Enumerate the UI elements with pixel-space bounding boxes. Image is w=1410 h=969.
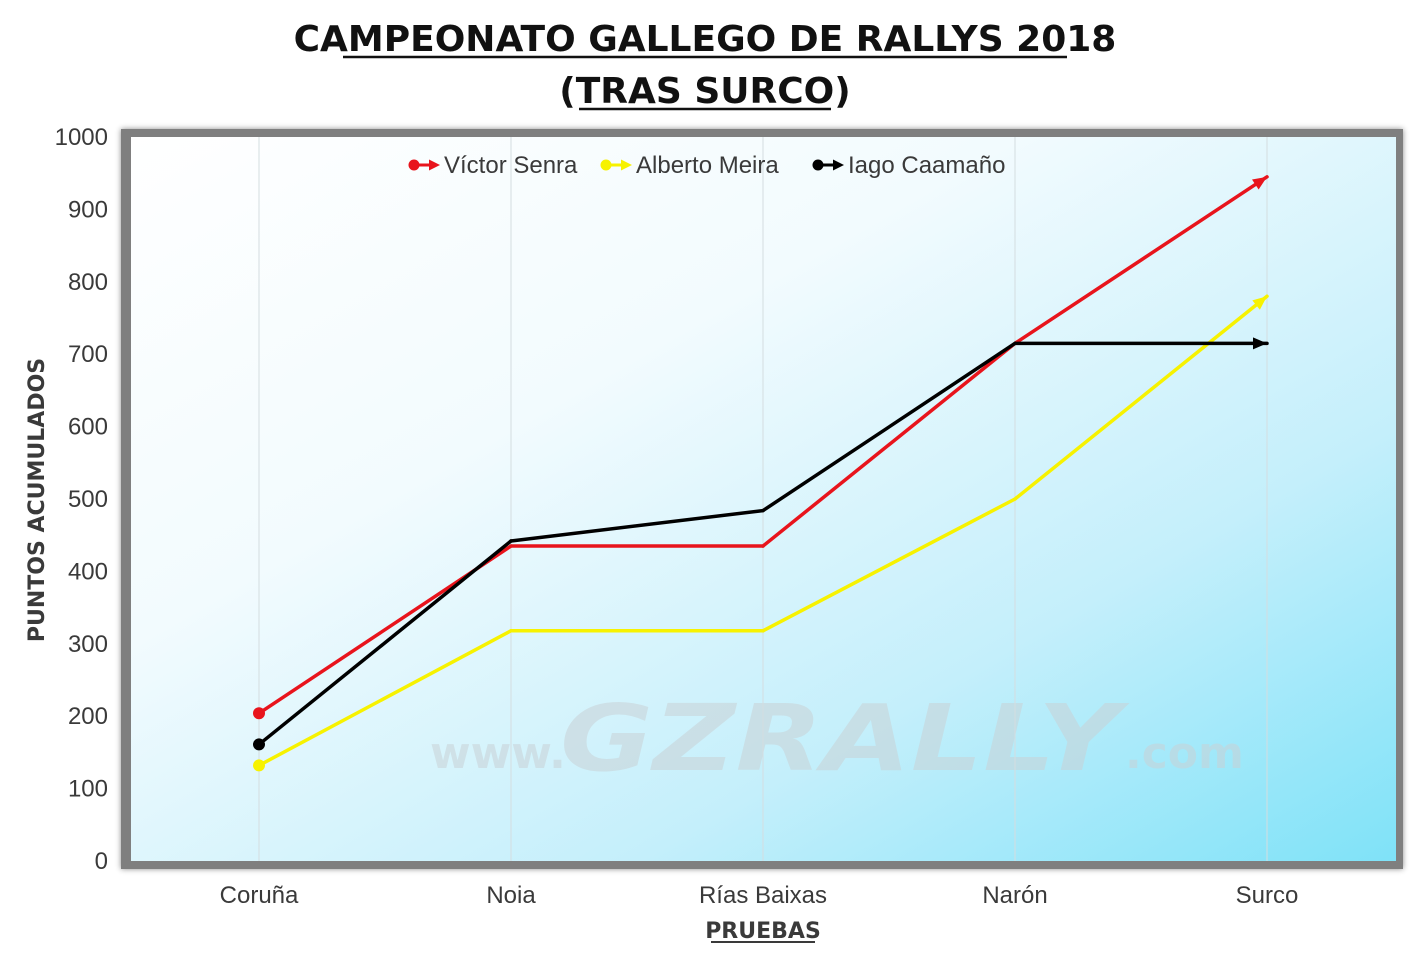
series-group [253,294,1269,772]
legend: Víctor Senra Alberto Meira Iago Caamaño [408,152,1005,179]
legend-swatch-arrow [429,159,440,171]
series-segment [761,497,1017,633]
y-tick-label: 800 [68,269,108,296]
series-start-point [253,738,265,751]
legend-item: Víctor Senra [408,152,578,179]
series-segment [761,341,1017,548]
watermark-brand: GZRALLY [560,685,1130,792]
watermark-suffix: .com [1125,728,1244,779]
y-tick-label: 0 [95,848,108,875]
chart-subtitle: (TRAS SURCO) [559,71,850,112]
legend-swatch-arrow [621,159,632,171]
y-tick-label: 900 [68,196,108,223]
series-segment [257,539,513,747]
y-axis-title: PUNTOS ACUMULADOS [25,358,50,642]
y-tick-label: 700 [68,341,108,368]
series-end-arrow [1252,176,1267,190]
legend-swatch-dot [408,159,420,171]
series-layer [253,175,1269,772]
legend-swatch-dot [600,159,612,171]
series-segment [1013,175,1269,346]
legend-label: Alberto Meira [636,152,779,179]
series-segment [257,629,513,768]
y-tick-label: 600 [68,414,108,441]
legend-label: Iago Caamaño [848,152,1005,179]
legend-item: Alberto Meira [600,152,779,179]
series-start-point [253,759,265,772]
series-end-arrow [1252,296,1267,310]
x-axis-ticks: Coruña Noia Rías Baixas Narón Surco [220,882,1299,909]
legend-swatch-arrow [833,159,844,171]
legend-swatch-dot [812,159,824,171]
series-segment [509,508,765,543]
x-tick-label: Narón [982,882,1047,909]
x-tick-label: Rías Baixas [699,882,827,909]
watermark-prefix: www. [430,728,566,779]
legend-label: Víctor Senra [444,152,578,179]
y-tick-label: 300 [68,631,108,658]
y-tick-label: 200 [68,703,108,730]
chart-title: CAMPEONATO GALLEGO DE RALLYS 2018 [294,19,1117,60]
series-group [253,337,1269,751]
y-axis-ticks: 0 100 200 300 400 500 600 700 800 900 1000 [55,124,108,875]
x-tick-label: Surco [1236,882,1299,909]
y-tick-label: 1000 [55,124,108,151]
legend-item: Iago Caamaño [812,152,1005,179]
series-start-point [253,707,265,720]
series-end-arrow [1253,337,1267,350]
x-tick-label: Coruña [220,882,299,909]
series-segment [1013,294,1269,501]
y-tick-label: 400 [68,558,108,585]
x-axis-title: PRUEBAS [705,919,821,944]
y-tick-label: 500 [68,486,108,513]
y-tick-label: 100 [68,776,108,803]
watermark: www. GZRALLY .com [430,685,1244,792]
x-tick-label: Noia [486,882,536,909]
series-segment [761,341,1017,513]
